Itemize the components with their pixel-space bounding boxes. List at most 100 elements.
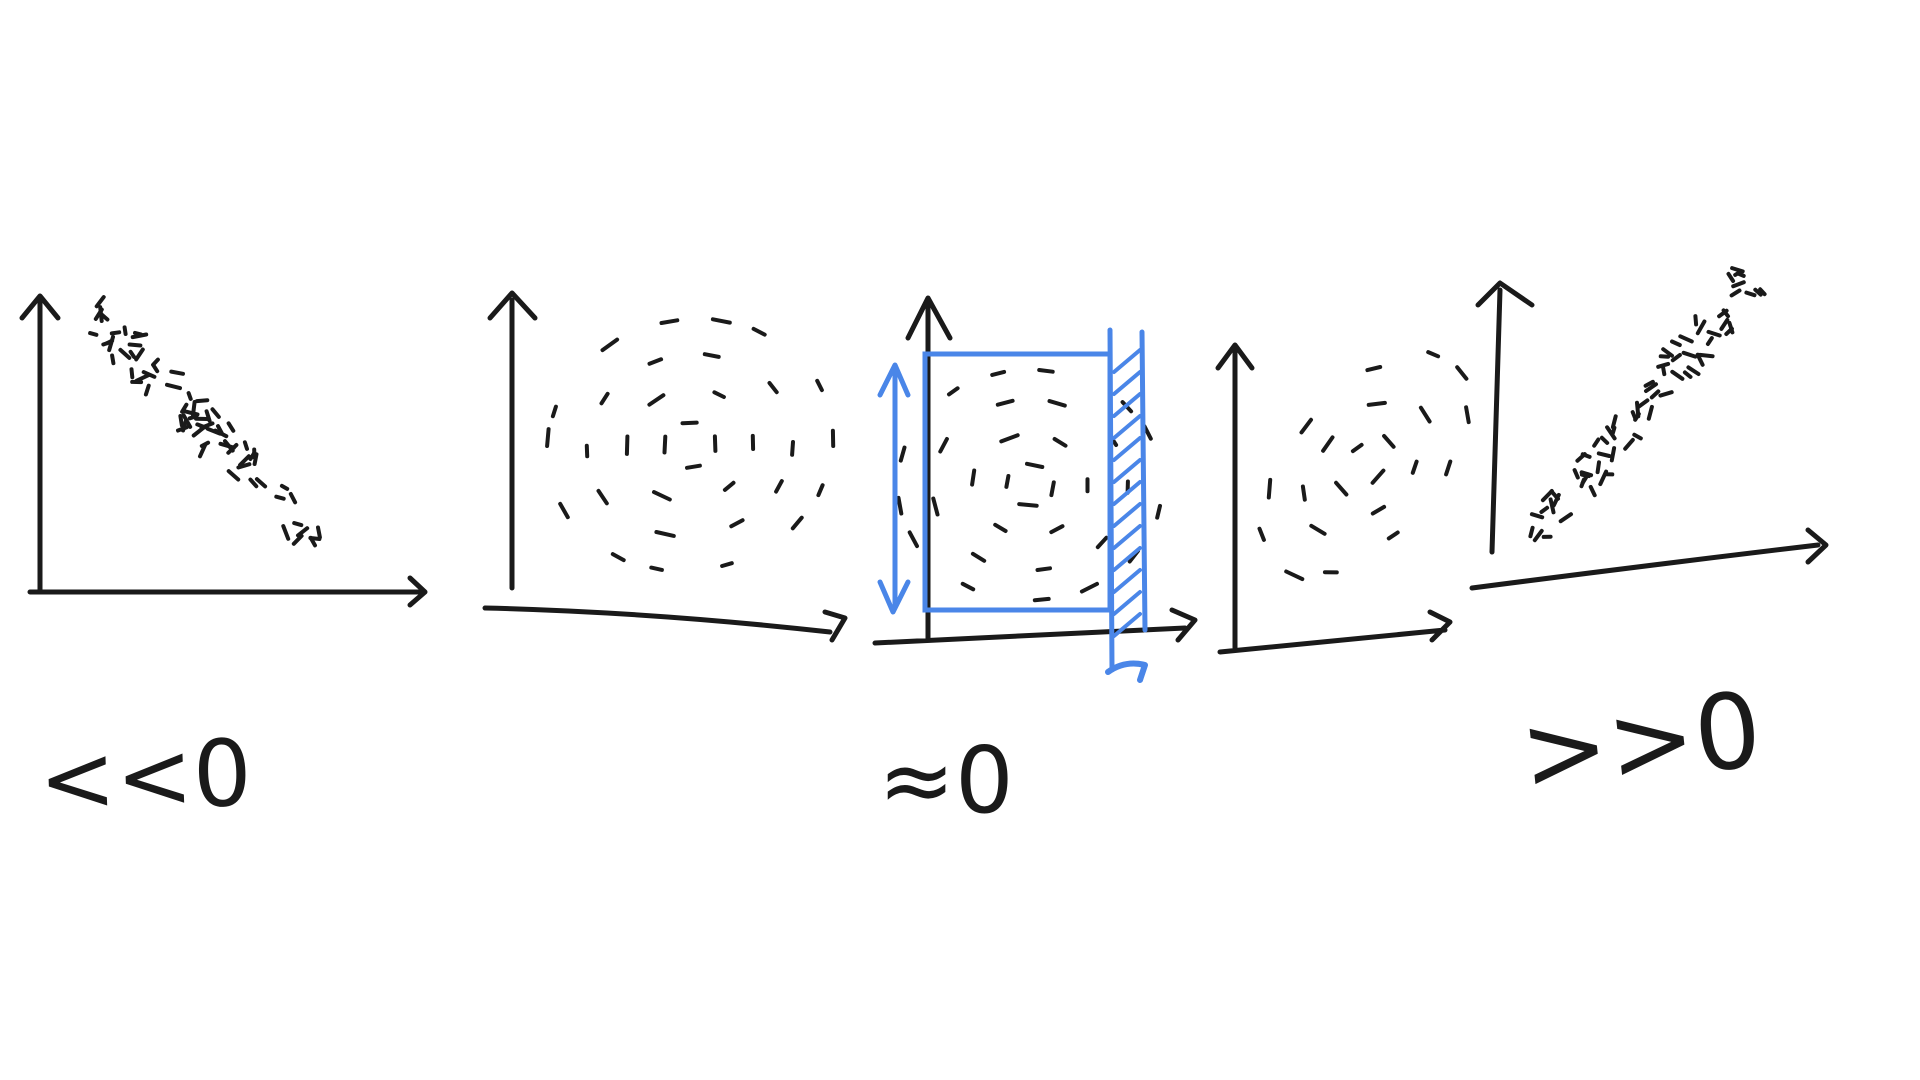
scatter-point	[199, 421, 215, 430]
scatter-point	[1592, 437, 1601, 448]
scatter-point	[680, 420, 699, 426]
scatter-point	[248, 477, 259, 489]
scatter-point	[110, 353, 116, 366]
scatter-point	[970, 468, 977, 487]
scatter-point	[316, 525, 322, 540]
scatter-point	[88, 331, 99, 337]
scatter-point	[1558, 512, 1573, 524]
scatter-point	[1370, 504, 1387, 516]
scatter-point	[1610, 414, 1618, 430]
scatter-point	[1257, 526, 1266, 542]
scatter-point	[1572, 468, 1580, 480]
label-approximately-zero: ≈0	[878, 727, 1014, 834]
scatter-point	[1599, 435, 1610, 445]
scatter-point	[1595, 460, 1601, 475]
scatter-point	[210, 407, 221, 419]
panel-5-axes	[1469, 280, 1829, 591]
scatter-point	[176, 425, 189, 433]
scatter-point	[107, 334, 115, 353]
scatter-point	[98, 305, 104, 323]
vertical-range-arrow	[877, 362, 911, 615]
scatter-point	[178, 414, 184, 428]
scatter-point	[226, 421, 236, 433]
scatter-point	[226, 469, 241, 482]
scatter-point	[790, 440, 795, 457]
scatter-point	[1095, 535, 1109, 550]
scatter-point	[1695, 352, 1705, 367]
scatter-point	[1682, 370, 1693, 379]
scatter-point	[545, 427, 551, 448]
scatter-point	[248, 450, 257, 461]
scatter-point	[1529, 512, 1545, 520]
scatter-point	[127, 342, 143, 348]
scatter-point	[242, 440, 249, 451]
scatter-point	[729, 518, 745, 529]
scatter-point	[599, 391, 610, 406]
scatter-point	[1698, 352, 1715, 359]
scatter-point	[1528, 525, 1535, 539]
scatter-point	[1052, 437, 1068, 448]
scatter-point	[281, 524, 291, 541]
scatter-point	[896, 495, 904, 516]
scatter-point	[1539, 505, 1550, 514]
scatter-point	[1610, 425, 1617, 436]
hatch-stroke	[1112, 568, 1142, 594]
scatter-point	[1350, 442, 1364, 454]
scatter-point	[236, 462, 252, 470]
scatter-point	[1464, 405, 1471, 425]
scatter-point	[816, 483, 825, 498]
scatter-point	[610, 552, 626, 563]
scatter-point	[252, 452, 259, 466]
scatter-point	[205, 426, 222, 436]
scatter-panel-negative	[19, 293, 428, 608]
scatter-point	[652, 490, 672, 502]
scatter-point	[169, 369, 185, 376]
panel-1-points	[88, 295, 322, 548]
scatter-point	[1551, 492, 1561, 508]
scatter-point	[1004, 474, 1011, 489]
scatter-point	[1386, 530, 1400, 541]
hatch-stroke	[1112, 590, 1142, 616]
label-strongly-negative: <<0	[37, 720, 253, 834]
panel-2-axes	[482, 290, 848, 643]
scatter-point	[662, 434, 668, 455]
scatter-point	[1588, 484, 1597, 498]
panel-1-axes	[19, 293, 428, 608]
scatter-point	[1693, 314, 1699, 327]
scatter-point	[1729, 288, 1742, 298]
scatter-point	[274, 494, 286, 501]
scatter-point	[1382, 434, 1396, 449]
scatter-point	[204, 409, 212, 423]
panel-4-axes	[1215, 342, 1453, 655]
scatter-point	[1649, 389, 1661, 400]
scatter-point	[1727, 320, 1735, 335]
scatter-point	[1609, 446, 1617, 463]
scatter-point	[216, 424, 224, 435]
scatter-point	[550, 404, 558, 419]
scatter-point	[279, 483, 290, 491]
scatter-point	[1410, 459, 1419, 475]
scatter-point	[702, 352, 721, 359]
scatter-point	[1532, 528, 1544, 543]
hatch-stroke	[1112, 370, 1142, 396]
scatter-point	[1155, 503, 1162, 520]
scatter-point	[1284, 569, 1305, 582]
highlight-band-marker	[1105, 660, 1148, 683]
scatter-point	[790, 515, 804, 531]
hatch-stroke	[1112, 612, 1142, 638]
scatter-point	[134, 347, 145, 362]
scatter-point	[292, 521, 304, 528]
scatter-panel-highlighted	[872, 295, 1198, 683]
scatter-point	[1670, 353, 1682, 363]
scatter-point	[1753, 287, 1763, 297]
hatch-stroke	[1112, 436, 1142, 462]
highlight-band-hatching	[1112, 348, 1142, 638]
scatter-point	[767, 381, 779, 395]
scatter-point	[960, 581, 976, 592]
scatter-point	[712, 434, 718, 453]
scatter-point	[1717, 308, 1729, 319]
scatter-point	[1049, 524, 1065, 535]
scatter-point	[558, 501, 570, 520]
hatch-stroke	[1112, 502, 1142, 528]
